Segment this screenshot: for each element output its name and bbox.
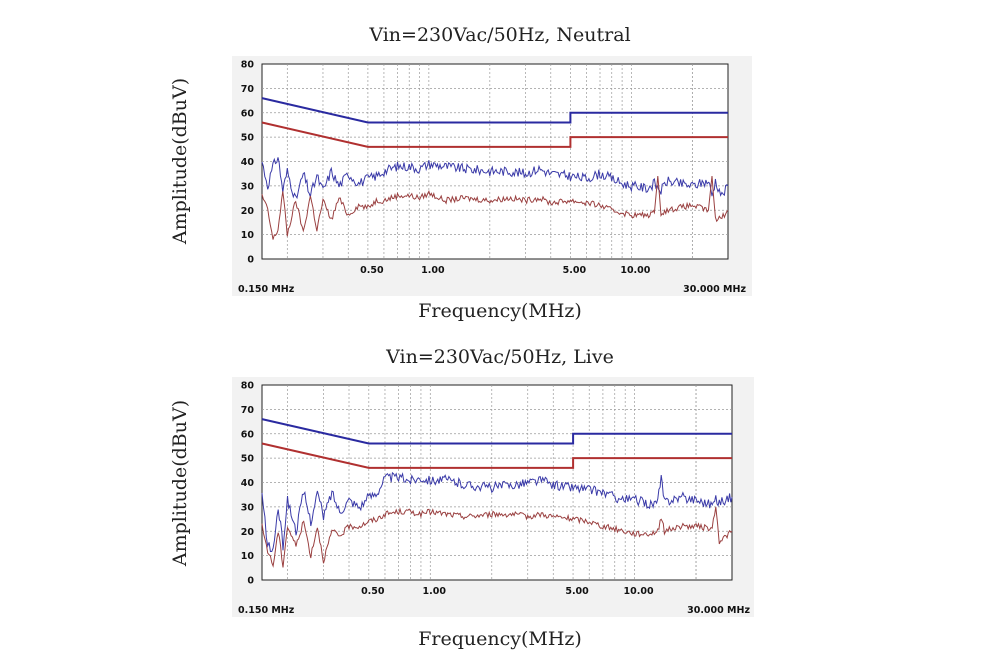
series-line-qp-limit [261,97,728,124]
y-tick-label: 80 [241,60,255,71]
series-line-av-limit [261,121,728,148]
y-tick-label: 0 [247,576,254,587]
y-tick-label: 0 [247,255,254,266]
y-tick-label: 50 [241,133,255,144]
series-line-av-limit [261,442,732,469]
y-tick-label: 40 [241,478,255,489]
y-tick-label: 80 [241,381,255,392]
x-tick-label: 0.50 [360,265,384,276]
series-line-qp-measured [261,471,733,552]
x-tick-label: 10.00 [624,586,654,597]
y-axis-title-neutral: Amplitude(dBuV) [169,77,191,245]
series-line-qp-measured [261,157,729,200]
x-tick-label: 1.00 [421,265,445,276]
x-start-label: 0.150 MHz [238,605,295,616]
series-line-av-measured [261,506,733,568]
y-tick-label: 30 [241,181,255,192]
y-axis-title-live: Amplitude(dBuV) [169,399,191,567]
x-tick-label: 10.00 [620,265,650,276]
plot-area [261,384,733,581]
y-tick-label: 10 [241,551,255,562]
x-start-label: 0.150 MHz [238,284,295,295]
chart-title-neutral: Vin=230Vac/50Hz, Neutral [369,24,631,46]
y-tick-label: 40 [241,157,255,168]
chart-neutral: 0 10 20 30 40 50 60 70 80 0.50 1.00 5.00 10.00 0.150 … [238,60,746,296]
x-axis-title-live: Frequency(MHz) [418,628,582,650]
chart-live: 0 10 20 30 40 50 60 70 80 0.50 1.00 5.00 10.00 0.150 … [238,381,750,617]
x-tick-label: 1.00 [423,586,447,597]
y-tick-label: 20 [241,206,255,217]
x-tick-label: 5.00 [563,265,587,276]
x-end-label: 30.000 MHz [687,605,750,616]
x-end-label: 30.000 MHz [683,284,746,295]
chart-panel-neutral: 0 10 20 30 40 50 60 70 80 0.50 1.00 5.00 10.00 0.150 … [232,56,752,296]
series-line-qp-limit [261,418,732,445]
x-tick-label: 5.00 [565,586,589,597]
y-tick-label: 70 [241,405,255,416]
y-tick-label: 20 [241,527,255,538]
series-line-av-measured [261,176,729,240]
x-tick-label: 0.50 [361,586,385,597]
x-axis-title-neutral: Frequency(MHz) [418,300,582,322]
chart-title-live: Vin=230Vac/50Hz, Live [386,346,614,368]
y-tick-label: 60 [241,429,255,440]
y-tick-label: 10 [241,230,255,241]
chart-panel-live: 0 10 20 30 40 50 60 70 80 0.50 1.00 5.00 10.00 0.150 … [232,377,754,617]
y-tick-label: 70 [241,84,255,95]
y-tick-label: 50 [241,454,255,465]
y-tick-label: 60 [241,108,255,119]
y-tick-label: 30 [241,502,255,513]
